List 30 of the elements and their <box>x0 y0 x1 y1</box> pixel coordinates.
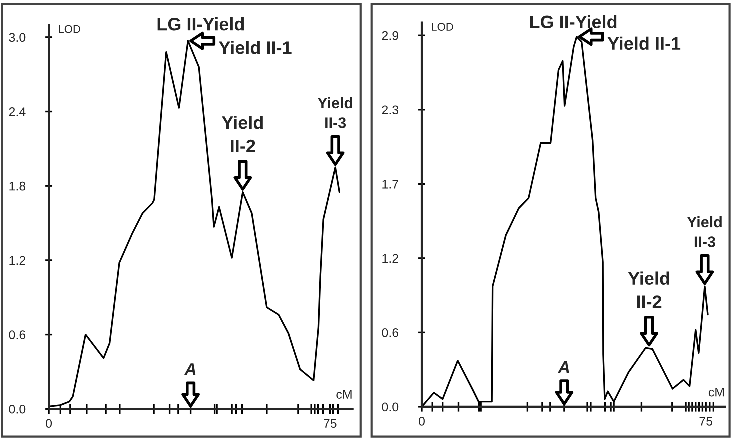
y-axis-title: LOD <box>432 23 454 31</box>
y-tick-label: 1.7 <box>382 180 398 189</box>
annotation: Yield II-1 <box>219 41 292 54</box>
x-axis-title: cM <box>708 388 724 397</box>
y-tick-label: 1.2 <box>382 254 398 263</box>
annotation: A <box>184 364 196 376</box>
y-axis-title: LOD <box>59 25 80 34</box>
y-tick-label: 2.9 <box>382 31 398 40</box>
annotation: A <box>558 361 570 373</box>
y-tick-label: 0.6 <box>382 328 399 338</box>
y-tick-label: 3.0 <box>9 33 26 42</box>
annotation: Yield II-2 <box>222 116 263 152</box>
x-axis-title: cM <box>336 390 352 399</box>
annotation: Yield II-1 <box>608 36 681 50</box>
annotation: Yield II-2 <box>628 272 670 308</box>
y-tick-label: 2.3 <box>382 106 399 115</box>
x-tick-label: 0 <box>46 419 52 428</box>
y-tick-label: 0.6 <box>9 330 26 340</box>
y-tick-label: 2.4 <box>9 108 26 116</box>
annotation: Yield II-3 <box>318 97 353 128</box>
chart-title: LG II-Yield <box>158 17 244 31</box>
chart-title: LG II-Yield <box>530 15 617 29</box>
x-tick-label: 75 <box>324 419 337 428</box>
y-tick-label: 1.2 <box>10 256 26 265</box>
y-tick-label: 0.0 <box>9 404 26 414</box>
x-tick-label: 75 <box>700 417 713 426</box>
annotation: Yield II-3 <box>687 216 722 248</box>
x-tick-label: 0 <box>419 417 425 426</box>
y-tick-label: 1.8 <box>10 182 26 191</box>
y-tick-label: 0.0 <box>382 402 399 412</box>
